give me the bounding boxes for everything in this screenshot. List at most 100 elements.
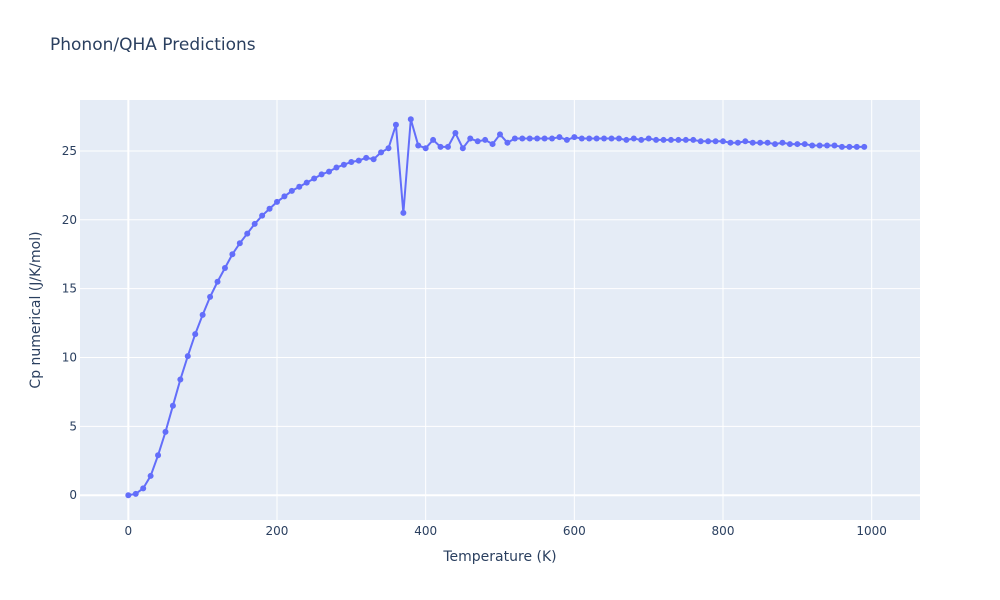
data-point[interactable] [125,492,132,499]
data-point[interactable] [511,135,518,142]
data-point[interactable] [734,139,741,146]
data-point[interactable] [526,135,533,142]
data-point[interactable] [348,158,355,165]
data-point[interactable] [474,138,481,145]
data-point[interactable] [169,402,176,409]
data-point[interactable] [355,157,362,164]
data-point[interactable] [288,187,295,194]
data-point[interactable] [645,135,652,142]
data-point[interactable] [244,230,251,237]
data-point[interactable] [541,135,548,142]
data-point[interactable] [363,154,370,161]
data-point[interactable] [861,143,868,150]
data-point[interactable] [452,130,459,137]
data-point[interactable] [430,136,437,143]
data-point[interactable] [824,142,831,149]
data-point[interactable] [697,138,704,145]
data-point[interactable] [563,136,570,143]
data-point[interactable] [549,135,556,142]
data-point[interactable] [214,278,221,285]
data-point[interactable] [459,145,466,152]
data-point[interactable] [846,143,853,150]
data-point[interactable] [229,251,236,258]
data-point[interactable] [333,164,340,171]
data-point[interactable] [177,376,184,383]
data-point[interactable] [326,168,333,175]
data-point[interactable] [712,138,719,145]
data-point[interactable] [273,198,280,205]
data-point[interactable] [303,179,310,186]
data-point[interactable] [742,138,749,145]
data-point[interactable] [482,136,489,143]
data-point[interactable] [786,141,793,148]
data-point[interactable] [556,134,563,141]
data-point[interactable] [422,145,429,152]
data-point[interactable] [630,135,637,142]
data-point[interactable] [407,116,414,123]
data-point[interactable] [378,149,385,156]
data-point[interactable] [497,131,503,138]
data-point[interactable] [608,135,615,142]
data-point[interactable] [727,139,734,146]
data-point[interactable] [794,141,801,148]
data-point[interactable] [638,136,645,143]
data-point[interactable] [184,353,191,360]
data-point[interactable] [779,139,786,146]
data-point[interactable] [340,161,347,168]
data-point[interactable] [132,490,139,497]
data-point[interactable] [853,143,860,150]
data-point[interactable] [831,142,838,149]
data-point[interactable] [155,452,162,459]
data-point[interactable] [259,212,266,219]
data-point[interactable] [221,265,228,271]
data-point[interactable] [236,240,243,247]
data-point[interactable] [504,139,511,146]
data-point[interactable] [720,138,727,145]
data-point[interactable] [266,205,273,212]
data-point[interactable] [534,135,541,142]
data-point[interactable] [653,136,660,143]
data-point[interactable] [147,472,154,479]
data-point[interactable] [675,136,682,143]
data-point[interactable] [571,134,578,141]
data-point[interactable] [281,193,288,200]
data-point[interactable] [801,141,808,148]
data-point[interactable] [772,141,779,148]
data-point[interactable] [623,136,630,143]
data-point[interactable] [251,220,258,227]
data-point[interactable] [437,143,444,150]
data-point[interactable] [593,135,600,142]
data-point[interactable] [816,142,823,149]
data-point[interactable] [192,331,199,338]
data-point[interactable] [601,135,608,142]
data-point[interactable] [660,136,667,143]
data-point[interactable] [809,142,816,149]
data-point[interactable] [749,139,756,146]
data-point[interactable] [615,135,622,142]
data-point[interactable] [578,135,585,142]
data-point[interactable] [207,293,214,300]
data-point[interactable] [392,121,399,128]
data-point[interactable] [400,209,407,216]
data-point[interactable] [370,156,377,163]
data-point[interactable] [296,183,303,190]
data-point[interactable] [415,142,422,149]
data-point[interactable] [586,135,593,142]
data-point[interactable] [764,139,771,146]
data-point[interactable] [489,141,496,148]
data-point[interactable] [318,171,325,178]
data-point[interactable] [199,311,206,318]
data-point[interactable] [467,135,474,142]
data-point[interactable] [667,136,674,143]
data-point[interactable] [519,135,526,142]
data-point[interactable] [757,139,764,146]
data-point[interactable] [690,136,697,143]
data-point[interactable] [705,138,712,145]
data-point[interactable] [444,143,451,150]
data-point[interactable] [162,428,169,435]
data-point[interactable] [838,143,845,150]
data-point[interactable] [385,145,392,152]
data-point[interactable] [682,136,689,143]
data-point[interactable] [140,485,147,492]
data-point[interactable] [311,175,318,182]
